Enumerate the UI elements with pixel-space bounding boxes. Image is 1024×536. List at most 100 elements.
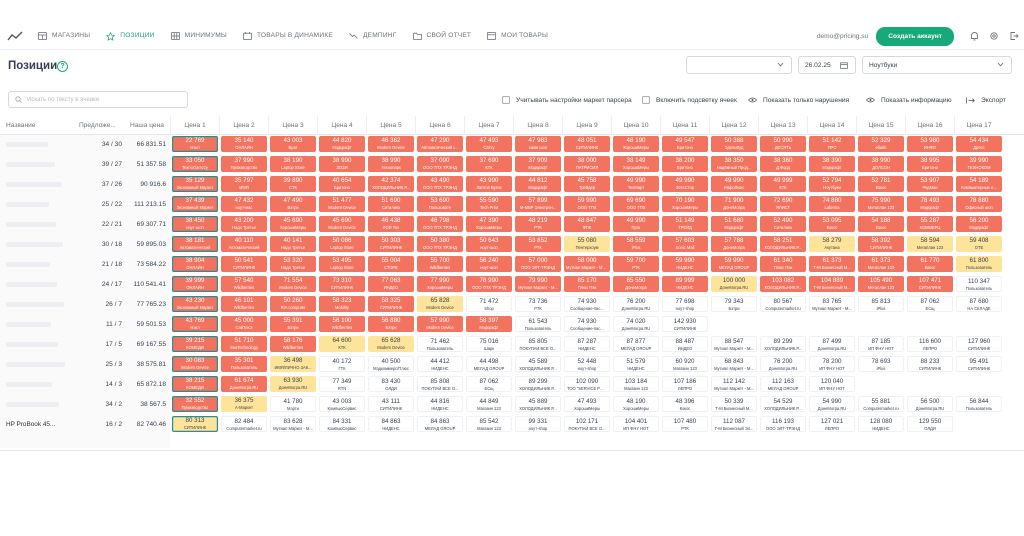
gear-icon[interactable] <box>984 26 1004 46</box>
price-cell[interactable]: 56 500 ДонеМогра.RU <box>907 396 953 412</box>
create-account-button[interactable]: Создать аккаунт <box>876 26 954 46</box>
price-cell[interactable]: 47 390 ХорошиМеры <box>466 216 512 232</box>
price-cell[interactable]: 78 693 iPlus <box>858 356 904 372</box>
price-cell[interactable]: 37 690 КТК <box>466 156 512 172</box>
price-cell[interactable]: 83 628 Мутиал Маркет - М... <box>270 416 316 432</box>
price-cell[interactable]: 84 331 КомпьюСервис <box>319 416 365 432</box>
checkbox-box[interactable] <box>642 96 650 104</box>
price-cell[interactable]: 87 185 ИП ФНУ НОТ <box>858 336 904 352</box>
price-cell[interactable]: 83 430 ОЛДИ <box>368 376 414 392</box>
price-cell[interactable]: 48 847 ФПК <box>564 216 610 232</box>
price-cell[interactable]: 37 439 Экономный Маркет <box>172 196 218 212</box>
price-cell[interactable]: 38 390 Мэдкрафт <box>809 156 855 172</box>
price-cell[interactable]: 54 189 Компьютерные н... <box>956 176 1002 192</box>
price-cell[interactable]: 79 343 Бэтри <box>711 296 757 312</box>
price-cell[interactable]: 30 083 Modern Device <box>172 356 218 372</box>
price-cell[interactable]: 78 493 Мэдкрафт <box>907 196 953 212</box>
price-cell[interactable]: 129 550 ОЛДИ <box>907 416 953 432</box>
price-cell[interactable]: 44 812 Мэдкрафт <box>515 176 561 192</box>
price-cell[interactable]: 44 816 НИДЕНС <box>417 396 463 412</box>
price-cell[interactable]: 84 863 НИДЕНС <box>368 416 414 432</box>
logo-icon[interactable] <box>0 22 30 50</box>
price-cell[interactable]: 53 690 Пользовате <box>417 196 463 212</box>
nav-item-6[interactable]: МОИ ТОВАРЫ <box>479 22 556 50</box>
table-row[interactable]: 34 / 2 38 567.5 32 552 Производство 36 375 А-… <box>0 395 1024 413</box>
date-picker[interactable]: 26.02.25 <box>798 56 856 74</box>
price-cell[interactable]: 56 240 ноут-шоп <box>466 256 512 272</box>
header-price-9[interactable]: Цена 9 <box>562 116 611 135</box>
price-cell[interactable]: 87 287 НИДЕНС <box>564 336 610 352</box>
header-price-7[interactable]: Цена 7 <box>464 116 513 135</box>
price-cell[interactable]: 103 082 ХОЛОДИЛЬНИК.Р... <box>760 276 806 292</box>
price-cell[interactable]: 87 062 ЕСщ <box>907 296 953 312</box>
price-cell[interactable]: 47 432 ноут-мас <box>221 196 267 212</box>
price-cell[interactable]: 59 990 МЕЛАД GROUP <box>711 256 757 272</box>
price-cell[interactable]: 128 080 НИДЕНС <box>858 416 904 432</box>
header-price-2[interactable]: Цена 2 <box>219 116 268 135</box>
use-market-settings-checkbox[interactable]: Учитывать настройки маркет парсера <box>502 94 632 106</box>
price-cell[interactable]: 59 990 ООО ТПХ <box>564 196 610 212</box>
price-cell[interactable]: 47 290 Автоматический с... <box>417 136 463 152</box>
table-row[interactable]: HP ProBook 45... 16 / 2 82 740.46 80 313 СИТ… <box>0 415 1024 433</box>
price-cell[interactable]: 38 450 ноут-шоп <box>172 216 218 232</box>
price-cell[interactable]: 58 176 Wildberries <box>270 336 316 352</box>
table-row[interactable]: 26 / 7 77 765.23 43 230 Экономный Маркет 46 … <box>0 295 1024 313</box>
price-cell[interactable]: 61 340 Плюс Пак <box>760 256 806 272</box>
price-cell[interactable]: 63 930 ДонеМогра.RU <box>270 376 316 392</box>
price-cell[interactable]: 100 000 ДонеМогра.RU <box>711 276 757 292</box>
price-cell[interactable]: 43 230 Экономный Маркет <box>172 296 218 312</box>
price-cell[interactable]: 85 805 ПОКУПАЙ ВСЕ О... <box>515 336 561 352</box>
price-cell[interactable]: 47 490 Бэтри <box>270 196 316 212</box>
nav-item-0[interactable]: МАГАЗИНЫ <box>30 22 98 50</box>
header-price-11[interactable]: Цена 11 <box>660 116 709 135</box>
price-cell[interactable]: 37 090 ООО ТПХ ТРЭНД <box>417 156 463 172</box>
price-cell[interactable]: 107 471 СИТИЛИНК <box>907 276 953 292</box>
table-row[interactable]: 39 / 27 51 357.58 33 050 TexnoGamzzy 37 990 П… <box>0 155 1024 173</box>
price-cell[interactable]: 76 200 ДонеМогра.RU <box>760 356 806 372</box>
price-cell[interactable]: 74 020 ДонеМогра.RU <box>613 316 659 332</box>
price-cell[interactable]: 40 141 Надо Третье <box>270 236 316 252</box>
price-cell[interactable]: 39 999 ОНЛАЙН <box>172 276 218 292</box>
price-cell[interactable]: 44 820 Мэдкрафт <box>319 136 365 152</box>
price-cell[interactable]: 71 462 Пользователь <box>417 336 463 352</box>
price-cell[interactable]: 48 051 СИТИЛИНК <box>564 136 610 152</box>
price-cell[interactable]: 40 110 Автоматический <box>221 236 267 252</box>
price-cell[interactable]: 87 062 ЕСщ <box>466 376 512 392</box>
price-cell[interactable]: 55 700 Wildberries <box>417 256 463 272</box>
price-cell[interactable]: 107 186 ЛЕПРО <box>662 376 708 392</box>
price-cell[interactable]: 83 765 Мутиал Маркет - М... <box>809 296 855 312</box>
price-cell[interactable]: 142 930 СИТИЛИНК <box>662 316 708 332</box>
price-cell[interactable]: 38 215 КОМЕДИ <box>172 376 218 392</box>
price-cell[interactable]: 43 111 СИТИЛИНК <box>368 396 414 412</box>
price-cell[interactable]: 71 472 Shop <box>466 296 512 312</box>
price-cell[interactable]: 127 021 ЛЕПРО <box>809 416 855 432</box>
price-cell[interactable]: 51 680 Мэдкрафт <box>711 216 757 232</box>
price-cell[interactable]: 77 063 ИНДЕО <box>368 276 414 292</box>
nav-item-1[interactable]: ПОЗИЦИИ <box>98 22 162 50</box>
price-cell[interactable]: 44 498 МЕЛАД GROUP <box>466 356 512 372</box>
price-cell[interactable]: 57 788 ДонеМогра <box>711 236 757 252</box>
price-cell[interactable]: 45 690 ХорошиМеры <box>270 216 316 232</box>
price-cell[interactable]: 55 881 Computermarket.ru <box>858 396 904 412</box>
price-cell[interactable]: 46 101 Wildberries <box>221 296 267 312</box>
price-cell[interactable]: 69 690 ООО ТПХ <box>613 196 659 212</box>
price-cell[interactable]: 38 995 Бритоно <box>907 156 953 172</box>
price-cell[interactable]: 47 493 Сатху <box>466 136 512 152</box>
price-cell[interactable]: 57 603 Sonic Mall <box>662 236 708 252</box>
price-cell[interactable]: 58 559 iPlus <box>613 236 659 252</box>
header-price-3[interactable]: Цена 3 <box>268 116 317 135</box>
price-cell[interactable]: 43 003 Брат <box>270 136 316 152</box>
price-cell[interactable]: 104 401 ИП ФНУ НОТ <box>613 416 659 432</box>
price-cell[interactable]: 45 889 ХОЛОДИЛЬНИК.Р... <box>515 396 561 412</box>
violations-only-toggle[interactable]: Показать только нарушения <box>748 94 849 106</box>
price-cell[interactable]: 78 880 Офисный шоп <box>956 196 1002 212</box>
header-price-16[interactable]: Цена 16 <box>905 116 954 135</box>
price-cell[interactable]: 33 050 TexnoGamzzy <box>172 156 218 172</box>
price-cell[interactable]: 105 490 Мегаплан 123 <box>858 276 904 292</box>
price-cell[interactable]: 38 149 ХорошиМеры <box>613 156 659 172</box>
price-cell[interactable]: 53 852 РТК <box>515 236 561 252</box>
help-icon[interactable]: ? <box>57 61 68 72</box>
price-cell[interactable]: 39 215 КОМЕДИ <box>172 336 218 352</box>
price-cell[interactable]: 48 190 ХорошиМеры <box>613 136 659 152</box>
price-cell[interactable]: 85 808 ПОКУПАЙ ВСЕ О... <box>417 376 463 392</box>
